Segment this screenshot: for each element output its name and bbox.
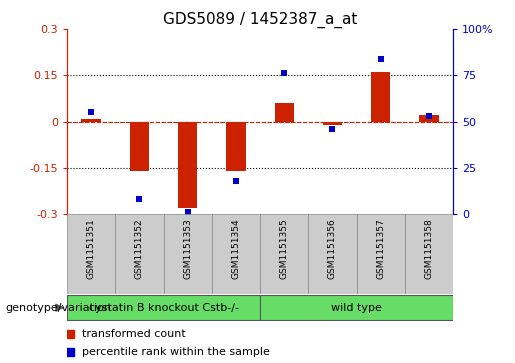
Text: GSM1151354: GSM1151354 — [231, 218, 241, 279]
Point — [425, 113, 433, 119]
Text: genotype/variation: genotype/variation — [5, 303, 111, 313]
Bar — [130, 122, 149, 171]
Bar — [212, 214, 260, 294]
Bar — [405, 214, 453, 294]
Text: GSM1151352: GSM1151352 — [135, 218, 144, 279]
Text: GSM1151357: GSM1151357 — [376, 218, 385, 279]
Point — [280, 70, 288, 76]
Bar — [163, 214, 212, 294]
Bar — [308, 214, 356, 294]
Bar — [260, 214, 308, 294]
Bar — [274, 103, 294, 122]
Point — [87, 110, 95, 115]
Point — [376, 56, 385, 62]
Bar — [226, 122, 246, 171]
Bar — [178, 122, 197, 208]
Text: GSM1151358: GSM1151358 — [424, 218, 434, 279]
Point — [183, 209, 192, 215]
Bar — [115, 214, 163, 294]
Bar — [81, 118, 101, 122]
Text: GSM1151353: GSM1151353 — [183, 218, 192, 279]
Text: percentile rank within the sample: percentile rank within the sample — [82, 347, 270, 357]
Text: transformed count: transformed count — [82, 329, 186, 339]
Text: GSM1151356: GSM1151356 — [328, 218, 337, 279]
Point — [232, 178, 240, 184]
Text: GSM1151351: GSM1151351 — [87, 218, 96, 279]
Point — [329, 126, 337, 132]
Point — [135, 196, 144, 202]
Bar — [67, 214, 115, 294]
Text: cystatin B knockout Cstb-/-: cystatin B knockout Cstb-/- — [89, 303, 238, 313]
Text: wild type: wild type — [331, 303, 382, 313]
Bar — [67, 295, 260, 320]
Bar — [356, 214, 405, 294]
Title: GDS5089 / 1452387_a_at: GDS5089 / 1452387_a_at — [163, 12, 357, 28]
Bar — [323, 122, 342, 125]
Bar — [371, 72, 390, 122]
Bar — [419, 115, 439, 122]
Bar — [260, 295, 453, 320]
Text: GSM1151355: GSM1151355 — [280, 218, 289, 279]
